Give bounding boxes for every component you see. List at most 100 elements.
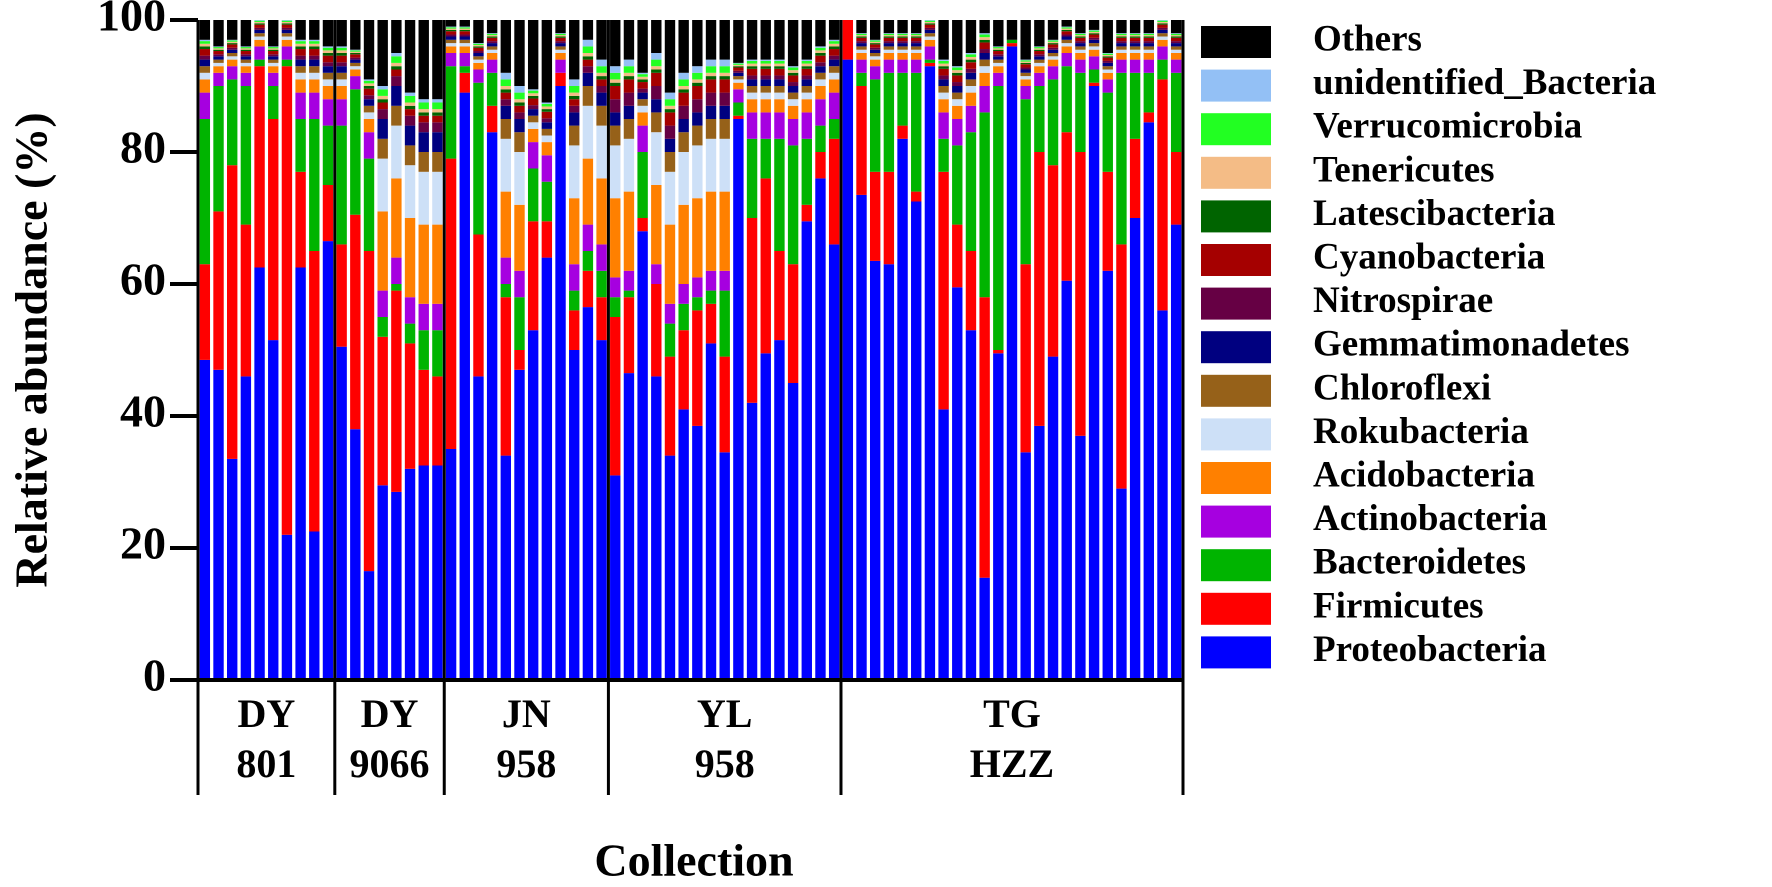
group-label: 801: [236, 741, 296, 786]
legend-label: Nitrospirae: [1313, 280, 1493, 321]
bar-segment: [240, 49, 252, 52]
bar-segment: [268, 119, 279, 341]
bar-segment: [815, 47, 826, 51]
bar-segment: [322, 47, 334, 51]
bar-segment: [391, 178, 402, 258]
bar-segment: [965, 62, 977, 69]
bar-segment: [404, 102, 416, 106]
legend-label: unidentified_Bacteria: [1313, 62, 1656, 103]
bar-segment: [705, 105, 717, 119]
bar-segment: [993, 49, 1004, 52]
bar-segment: [623, 72, 635, 77]
bar-segment: [1129, 72, 1141, 139]
bar-segment: [979, 53, 990, 60]
bar-segment: [473, 59, 484, 63]
bar-segment: [514, 132, 525, 152]
bar-segment: [801, 138, 812, 205]
bar-segment: [705, 303, 717, 344]
bar-segment: [774, 251, 785, 341]
bar-segment: [610, 277, 621, 298]
bar-segment: [719, 66, 730, 73]
y-axis-title: Relative abundance (%): [6, 112, 57, 587]
bar-segment: [1170, 41, 1182, 44]
bar-segment: [965, 251, 977, 331]
bar-segment: [952, 145, 963, 225]
bar-segment: [569, 145, 580, 199]
bar-segment: [281, 59, 293, 67]
bar-segment: [815, 66, 826, 73]
bar-segment: [678, 204, 689, 284]
bar-segment: [1020, 61, 1031, 63]
bar-segment: [911, 191, 922, 202]
bar-segment: [924, 36, 936, 40]
bar-segment: [719, 270, 730, 291]
bar-segment: [637, 88, 648, 93]
bar-segment: [692, 99, 703, 113]
legend-swatch: [1201, 113, 1271, 146]
bar-segment: [733, 66, 744, 68]
bar-segment: [227, 56, 238, 60]
bar-segment: [1157, 36, 1168, 40]
bar-segment: [445, 28, 457, 30]
bar-segment: [1088, 20, 1100, 30]
legend-swatch: [1201, 200, 1271, 233]
bar-segment: [678, 303, 689, 331]
bar-segment: [404, 145, 416, 166]
bar-segment: [445, 26, 457, 28]
bar-segment: [350, 57, 361, 60]
bar-segment: [869, 260, 881, 680]
bar-segment: [869, 43, 881, 45]
bar-segment: [637, 152, 648, 218]
bar-segment: [1061, 26, 1072, 28]
bar-segment: [610, 297, 621, 317]
bar-segment: [924, 66, 936, 680]
bar-segment: [199, 59, 211, 67]
bar-segment: [993, 353, 1004, 680]
bar-segment: [377, 336, 388, 486]
bar-segment: [828, 46, 840, 50]
bar-segment: [473, 56, 484, 60]
bar-segment: [1088, 30, 1100, 32]
bar-segment: [787, 119, 799, 146]
legend-swatch: [1201, 331, 1271, 364]
bar-segment: [664, 109, 676, 113]
bar-segment: [637, 112, 648, 126]
legend-label: Acidobacteria: [1313, 454, 1535, 495]
legend-swatch: [1201, 505, 1271, 538]
bar-segment: [760, 112, 771, 139]
bar-segment: [869, 171, 881, 261]
bar-segment: [240, 66, 252, 73]
bar-segment: [1088, 29, 1100, 31]
bar-segment: [1047, 79, 1059, 166]
legend-swatch: [1201, 549, 1271, 582]
bar-segment: [746, 63, 758, 67]
bar-segment: [1034, 46, 1045, 48]
bar-segment: [1075, 59, 1086, 73]
bar-segment: [1157, 20, 1168, 21]
bar-segment: [911, 201, 922, 680]
bar-segment: [555, 59, 566, 73]
bar-segment: [774, 60, 785, 64]
bar-segment: [473, 53, 484, 57]
bar-segment: [445, 43, 457, 47]
bar-segment: [760, 79, 771, 86]
bar-segment: [1088, 43, 1100, 47]
bar-segment: [309, 59, 320, 67]
bar-segment: [459, 20, 470, 27]
bar-segment: [295, 59, 306, 67]
y-tick-label: 0: [143, 650, 166, 701]
bar-segment: [1047, 41, 1059, 44]
bar-segment: [897, 35, 908, 37]
bar-segment: [459, 26, 470, 28]
bar-segment: [555, 72, 566, 86]
bar-segment: [322, 241, 334, 680]
bar-segment: [240, 47, 252, 49]
bar-segment: [541, 106, 553, 110]
bar-segment: [801, 204, 812, 222]
bar-segment: [309, 55, 320, 60]
bar-segment: [746, 112, 758, 139]
bar-segment: [815, 79, 826, 86]
bar-segment: [1170, 43, 1182, 47]
bar-segment: [555, 49, 566, 53]
bar-segment: [254, 46, 265, 60]
